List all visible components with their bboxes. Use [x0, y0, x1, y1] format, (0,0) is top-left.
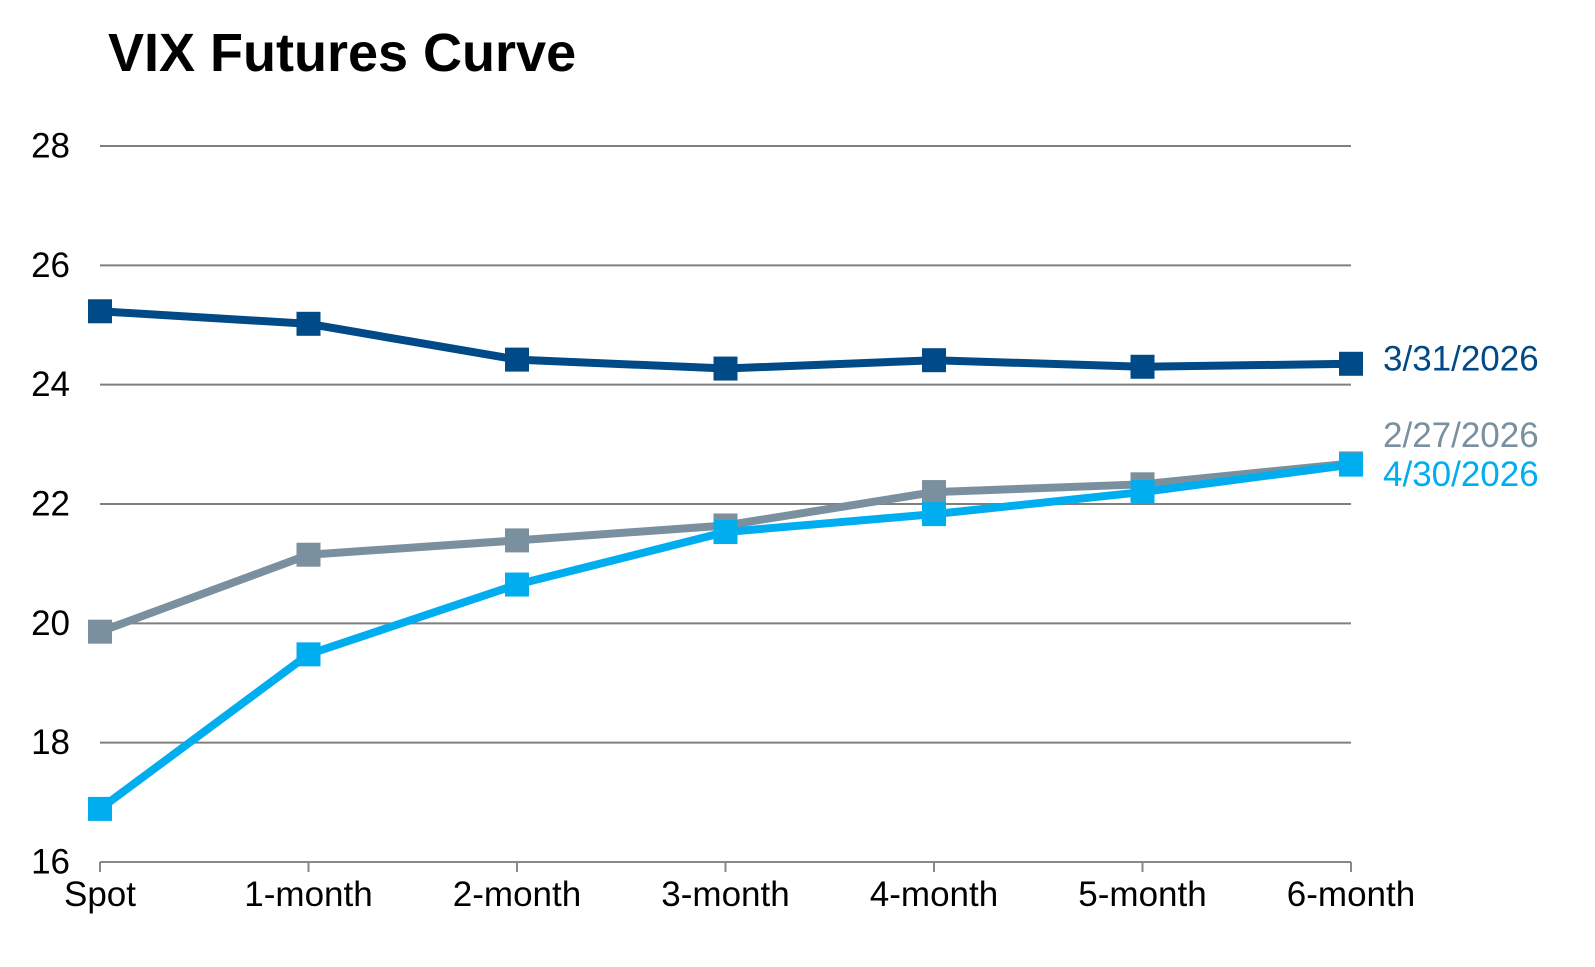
data-point	[296, 642, 321, 667]
y-tick-label: 24	[31, 365, 70, 404]
data-point	[922, 480, 946, 505]
series-0	[88, 299, 1363, 381]
series-label: 3/31/2026	[1383, 339, 1539, 378]
x-tick-label: 3-month	[661, 875, 789, 914]
y-tick-label: 26	[31, 246, 70, 285]
data-point	[505, 572, 529, 597]
data-point	[88, 619, 112, 644]
data-point	[713, 356, 738, 381]
series-1	[88, 451, 1363, 644]
data-point	[922, 502, 946, 527]
data-point	[88, 299, 112, 324]
series-label: 4/30/2026	[1383, 455, 1539, 494]
y-tick-label: 22	[31, 485, 70, 524]
data-point	[296, 311, 321, 336]
data-point	[1130, 480, 1155, 505]
x-tick-label: 5-month	[1078, 875, 1206, 914]
y-tick-label: 20	[31, 604, 70, 643]
data-point	[505, 347, 529, 372]
data-point	[505, 528, 529, 553]
data-point	[1130, 354, 1155, 379]
y-tick-label: 28	[31, 127, 70, 166]
chart-title: VIX Futures Curve	[108, 23, 577, 83]
x-tick-label: 6-month	[1287, 875, 1415, 914]
series-2	[88, 452, 1363, 821]
data-point	[1339, 452, 1363, 477]
series-label: 2/27/2026	[1383, 416, 1539, 455]
y-tick-label: 18	[31, 723, 70, 762]
x-tick-label: 4-month	[870, 875, 998, 914]
data-point	[296, 542, 321, 567]
data-point	[713, 520, 738, 545]
x-tick-label: 1-month	[244, 875, 372, 914]
data-point	[88, 796, 112, 821]
data-point	[922, 348, 946, 373]
x-tick-label: Spot	[64, 875, 136, 914]
x-tick-label: 2-month	[453, 875, 581, 914]
y-tick-label: 16	[31, 843, 70, 882]
data-point	[1339, 351, 1363, 376]
